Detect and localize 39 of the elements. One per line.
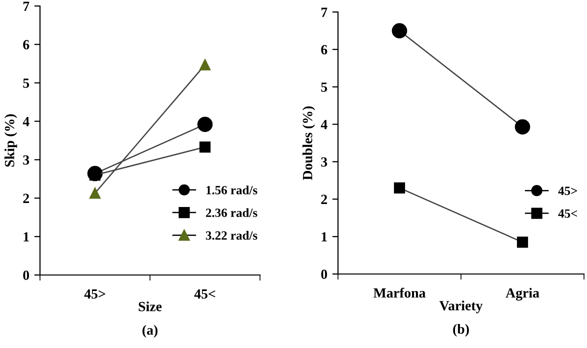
point	[199, 141, 211, 153]
y-tick-label: 6	[23, 40, 30, 50]
point	[516, 236, 528, 248]
y-axis-title: Skip (%)	[4, 114, 18, 167]
x-tick-label: 45>	[84, 289, 106, 299]
y-tick-label: 2	[321, 194, 327, 204]
y-tick-label: 5	[23, 78, 30, 88]
text: (a)	[142, 325, 158, 338]
y-axis-title: Doubles (%)	[302, 106, 316, 180]
x-tick-label: 45<	[194, 289, 216, 299]
legend-label: 45>	[558, 186, 577, 196]
y-tick-label: 4	[22, 116, 30, 126]
point	[514, 119, 530, 135]
point	[197, 116, 213, 132]
point	[199, 59, 211, 70]
y-tick-label: 2	[23, 194, 29, 203]
y-tick-label: 6	[321, 45, 328, 54]
y-tick-label: 5	[321, 82, 328, 92]
x-axis-title: Variety	[439, 300, 483, 314]
point	[394, 182, 406, 194]
y-tick-label: 7	[23, 2, 30, 11]
y-tick-label: 3	[321, 157, 328, 167]
y-tick-label: 1	[322, 232, 327, 242]
y-tick-label: 7	[321, 8, 328, 17]
x-tick-label: Agria	[506, 288, 540, 301]
legend-label: 1.56 rad/s	[206, 186, 258, 194]
text: (b)	[453, 324, 469, 337]
legend-label: 45<	[558, 209, 577, 218]
y-tick-label: 4	[320, 120, 328, 130]
y-tick-label: 3	[23, 155, 30, 165]
y-tick-label: 0	[321, 270, 328, 279]
legend-label: 2.36 rad/s	[206, 208, 258, 218]
x-tick-label: Marfona	[374, 288, 426, 298]
y-tick-label: 0	[23, 270, 30, 280]
x-axis-title: Size	[138, 301, 162, 312]
point	[89, 188, 101, 199]
point	[392, 23, 408, 38]
y-tick-label: 1	[24, 232, 29, 242]
legend-label: 3.22 rad/s	[206, 230, 258, 240]
